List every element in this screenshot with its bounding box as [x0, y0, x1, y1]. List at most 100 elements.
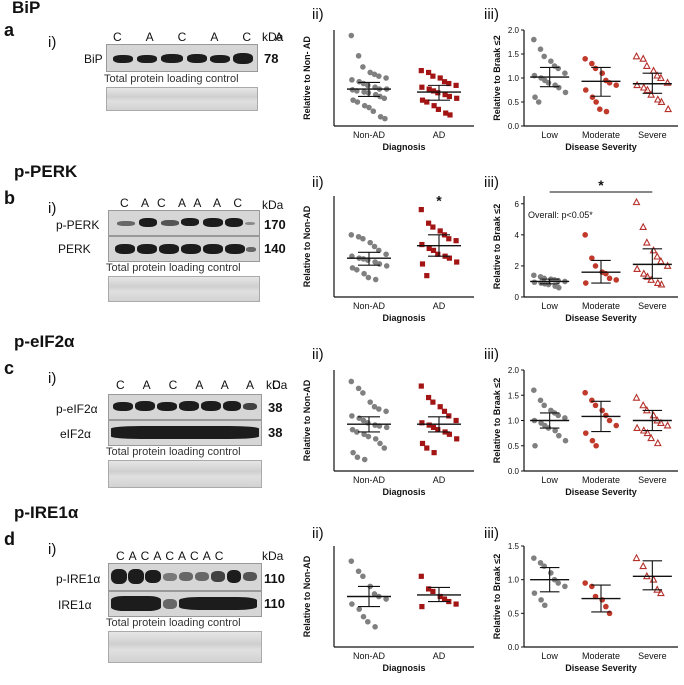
data-point — [430, 88, 437, 94]
panel-letter: b — [4, 188, 15, 208]
x-tick-label: Moderate — [582, 301, 620, 311]
data-point — [419, 420, 425, 426]
data-point — [383, 408, 389, 415]
y-tick-label: 0.0 — [508, 122, 520, 131]
blot-row-label: BiP — [84, 52, 103, 66]
data-point — [446, 93, 452, 100]
blot-roman: i) — [48, 541, 57, 558]
data-point — [613, 277, 620, 283]
data-point — [365, 82, 371, 89]
data-point — [354, 454, 361, 461]
data-point — [593, 99, 599, 105]
data-point — [370, 108, 377, 115]
data-point — [453, 238, 459, 244]
y-tick-label: 0.0 — [508, 643, 520, 652]
y-axis-label: Relative to Non-AD — [302, 555, 312, 637]
data-point — [383, 263, 390, 269]
data-point — [426, 422, 432, 428]
x-tick-label: Moderate — [582, 475, 620, 485]
data-point — [360, 613, 367, 620]
y-tick-label: 4 — [515, 231, 520, 240]
data-point — [531, 36, 537, 43]
data-point — [453, 82, 459, 88]
data-point — [418, 383, 424, 389]
data-point — [348, 232, 355, 238]
data-point — [441, 79, 448, 85]
data-point — [537, 560, 544, 566]
data-point — [562, 583, 568, 590]
panel-title: p-PERK — [14, 162, 78, 181]
data-point — [657, 97, 666, 105]
data-point — [426, 586, 432, 592]
severity-roman: iii) — [484, 174, 499, 191]
data-point — [454, 436, 460, 442]
data-point — [349, 601, 355, 607]
data-point — [555, 65, 562, 72]
data-point — [430, 73, 436, 79]
x-axis-label: Disease Severity — [565, 663, 637, 673]
blot-row-label: PERK — [58, 242, 91, 256]
data-point — [562, 437, 569, 444]
data-point — [355, 53, 362, 59]
x-axis-label: Diagnosis — [382, 313, 425, 323]
data-point — [426, 245, 432, 252]
data-point — [435, 90, 441, 96]
data-point — [381, 95, 388, 102]
data-point — [376, 261, 383, 267]
data-point — [349, 77, 355, 83]
y-axis-label: Relative to Non-AD — [302, 205, 312, 287]
data-point — [372, 436, 379, 442]
data-point — [541, 275, 547, 282]
data-point — [555, 412, 562, 419]
data-point — [419, 84, 425, 90]
data-point — [454, 259, 460, 265]
data-point — [656, 588, 665, 597]
data-point — [632, 553, 641, 562]
severity-roman: iii) — [484, 525, 499, 542]
significance-star: * — [598, 177, 604, 193]
panel-letter: a — [4, 20, 15, 40]
y-tick-label: 0.0 — [508, 467, 520, 476]
kda-label: kDa — [262, 30, 284, 44]
kda-label: kDa — [262, 549, 284, 563]
data-point — [453, 601, 459, 607]
data-point — [435, 427, 441, 433]
blot-roman: i) — [48, 34, 57, 51]
data-point — [361, 456, 368, 463]
data-point — [592, 402, 599, 409]
chart-b-ii: Relative to Non-AD Non-AD AD Diagnosis * — [302, 193, 474, 323]
x-tick-label: AD — [433, 475, 446, 485]
data-point — [663, 78, 672, 86]
data-point — [442, 92, 448, 98]
data-point — [664, 104, 673, 113]
data-point — [372, 276, 379, 283]
data-point — [639, 561, 648, 570]
data-point — [367, 239, 373, 246]
data-point — [541, 402, 547, 409]
data-point — [437, 75, 443, 81]
y-axis-label: Relative to Non-AD — [302, 379, 312, 461]
molecular-weight: 78 — [264, 51, 279, 66]
data-point — [556, 84, 562, 91]
data-point — [365, 618, 371, 625]
data-point — [582, 580, 588, 586]
molecular-weight: 170 — [264, 217, 286, 232]
data-point — [582, 87, 589, 93]
data-point — [582, 56, 588, 62]
data-point — [639, 83, 648, 91]
data-point — [556, 284, 562, 291]
data-point — [603, 412, 609, 419]
panel-c: c p-eIF2α i) C A C A A A C kDa p-eIF2α 3… — [0, 332, 684, 504]
data-point — [360, 64, 366, 70]
data-point — [639, 400, 648, 409]
data-point — [366, 104, 372, 111]
y-axis-label: Relative to Braak ≤2 — [492, 378, 502, 463]
data-point — [382, 115, 388, 122]
data-point — [532, 442, 538, 449]
data-point — [592, 263, 599, 269]
x-tick-label: Severe — [638, 130, 667, 140]
data-point — [552, 427, 558, 434]
data-point — [653, 278, 662, 286]
x-tick-label: AD — [433, 301, 446, 311]
data-point — [535, 99, 542, 105]
